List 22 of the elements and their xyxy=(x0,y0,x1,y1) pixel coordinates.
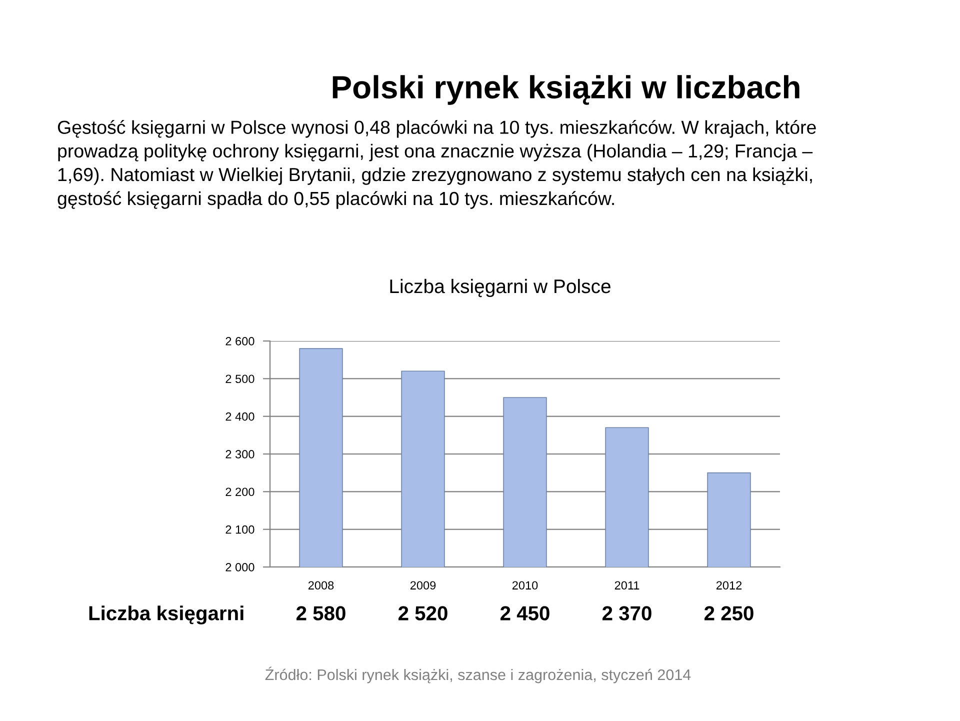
data-label: 2 250 xyxy=(704,606,754,620)
x-tick-label: 2012 xyxy=(716,581,742,590)
y-tick-label: 2 600 xyxy=(226,337,254,346)
data-label: 2 370 xyxy=(602,606,652,620)
y-tick-label: 2 300 xyxy=(226,450,254,458)
x-tick-label: 2010 xyxy=(512,581,538,590)
chart-subtitle: Gęstość księgarni w Polsce wynosi 0,48 placówki na 10 tys. mieszkańców. W krajach, które prowadzą politykę ochrony księgarni, jest ona znacznie wyższa (Holandia – 1,29; Francja – 1,69). Natomiast w Wielkiej Brytanii, gdzie zrezygnowano z systemu stałych cen na książki, gęstość księgarni spadła do 0,55 placówki na 10 tys. mieszkańców. xyxy=(58,120,816,209)
y-tick-label: 2 200 xyxy=(226,488,254,496)
y-tick-label: 2 400 xyxy=(226,412,254,421)
y-tick-label: 2 500 xyxy=(226,374,254,384)
x-tick-label: 2009 xyxy=(410,581,436,590)
text: Liczba księgarni w Polsce xyxy=(390,278,610,298)
data-label: 2 450 xyxy=(500,606,550,620)
x-tick-label: 2008 xyxy=(308,581,334,590)
text: Źródło: Polski rynek książki, szanse i zagrożenia, styczeń 2014 xyxy=(265,666,691,684)
text: Liczba księgarni xyxy=(89,606,244,624)
y-tick-label: 2 100 xyxy=(226,525,254,534)
x-tick-label: 2011 xyxy=(614,581,640,590)
y-tick-label: 2 000 xyxy=(226,563,254,572)
data-label: 2 580 xyxy=(296,606,346,620)
data-label: 2 520 xyxy=(398,606,448,620)
chart-title: Polski rynek książki w liczbach xyxy=(332,75,800,105)
